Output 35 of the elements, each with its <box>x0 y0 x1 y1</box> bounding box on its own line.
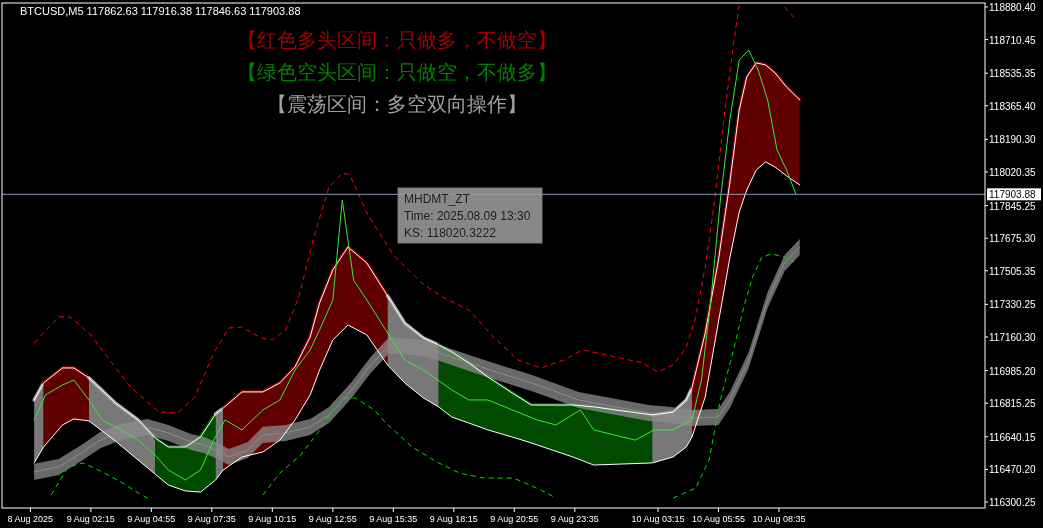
ref-line-label: 117903.88 <box>989 189 1036 201</box>
y-tick-label: 116815.25 <box>989 398 1036 410</box>
x-tick-label: 9 Aug 23:35 <box>550 514 599 524</box>
x-tick-label: 9 Aug 07:35 <box>187 514 236 524</box>
y-tick-label: 117845.25 <box>989 200 1036 212</box>
y-tick-label: 116985.20 <box>989 365 1036 377</box>
x-tick-label: 10 Aug 08:35 <box>752 514 806 524</box>
x-tick-label: 8 Aug 2025 <box>7 514 54 524</box>
annotation: 【红色多头区间：只做多，不做空】 <box>237 29 557 51</box>
y-tick-label: 118535.35 <box>989 68 1036 80</box>
y-tick-label: 118020.35 <box>989 166 1036 178</box>
x-tick-label: 10 Aug 03:15 <box>631 514 685 524</box>
y-tick-label: 117160.30 <box>989 331 1036 343</box>
y-tick-label: 116640.15 <box>989 431 1036 443</box>
y-tick-label: 116470.20 <box>989 464 1036 476</box>
x-tick-label: 9 Aug 12:55 <box>308 514 357 524</box>
x-tick-label: 9 Aug 10:15 <box>248 514 297 524</box>
y-tick-label: 118365.40 <box>989 100 1036 112</box>
annotation: MHDMT_ZT Time: 2025.08.09 13:30 KS: 118020.3222 <box>404 192 531 240</box>
x-tick-label: 9 Aug 18:15 <box>429 514 478 524</box>
y-tick-label: 116300.25 <box>989 497 1036 508</box>
x-tick-label: 9 Aug 04:55 <box>127 514 176 524</box>
x-tick-label: 9 Aug 15:35 <box>369 514 418 524</box>
y-tick-label: 118190.30 <box>989 134 1036 146</box>
y-tick-label: 118710.45 <box>989 34 1036 46</box>
x-tick-label: 9 Aug 02:15 <box>66 514 115 524</box>
x-tick-label: 10 Aug 05:55 <box>691 514 745 524</box>
annotation: 【震荡区间：多空双向操作】 <box>267 93 527 115</box>
x-tick-label: 9 Aug 20:55 <box>490 514 539 524</box>
y-tick-label: 117675.30 <box>989 233 1036 245</box>
y-tick-label: 117330.25 <box>989 299 1036 311</box>
y-tick-label: 118880.40 <box>989 1 1036 13</box>
y-tick-label: 117505.35 <box>989 265 1036 277</box>
annotation: 【绿色空头区间：只做空，不做多】 <box>237 61 557 83</box>
chart-title: BTCUSD,M5 117862.63 117916.38 117846.63 117903.88 <box>20 5 301 17</box>
